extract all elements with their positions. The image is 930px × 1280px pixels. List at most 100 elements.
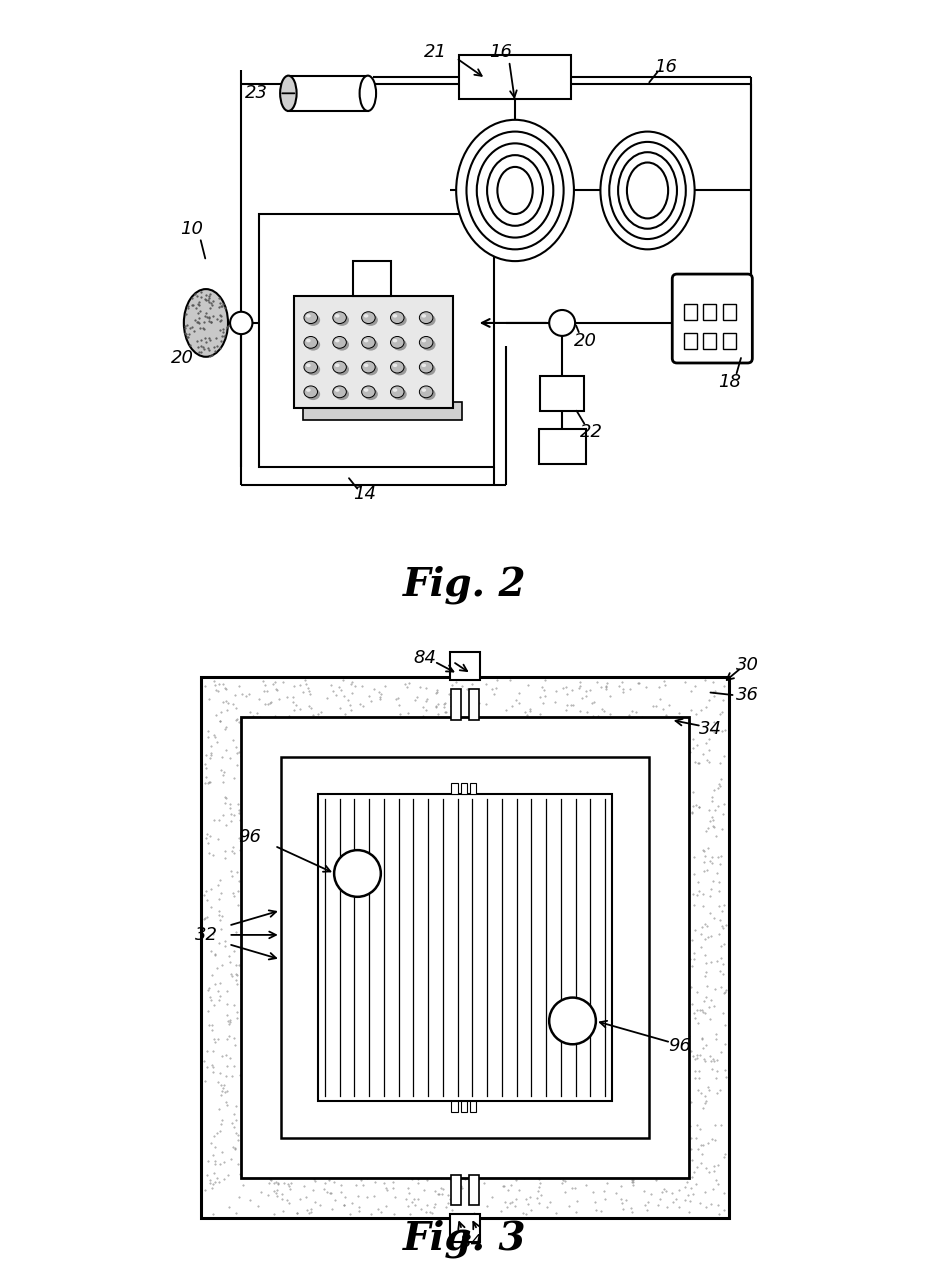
Bar [451, 1175, 460, 1206]
Ellipse shape [304, 387, 317, 398]
Ellipse shape [550, 310, 575, 335]
Ellipse shape [421, 364, 435, 375]
Ellipse shape [280, 76, 297, 111]
Ellipse shape [304, 337, 317, 348]
Bar [684, 303, 697, 320]
Ellipse shape [419, 312, 432, 324]
Ellipse shape [333, 337, 346, 348]
Bar [459, 55, 571, 99]
Ellipse shape [335, 364, 339, 367]
Text: 16: 16 [489, 44, 512, 61]
Bar [449, 1215, 481, 1242]
Ellipse shape [362, 387, 375, 398]
Ellipse shape [550, 997, 596, 1044]
Ellipse shape [333, 361, 346, 372]
Ellipse shape [419, 361, 432, 372]
Ellipse shape [335, 314, 339, 317]
Ellipse shape [362, 312, 375, 324]
Ellipse shape [421, 339, 435, 351]
Bar [451, 1101, 458, 1112]
Text: 23: 23 [245, 84, 268, 102]
Ellipse shape [364, 314, 368, 317]
Bar [451, 782, 458, 794]
Bar [703, 333, 716, 349]
Ellipse shape [391, 312, 404, 324]
Text: 84: 84 [414, 649, 436, 667]
Ellipse shape [609, 142, 685, 239]
Ellipse shape [306, 314, 320, 326]
Text: 18: 18 [719, 372, 741, 390]
Text: Fig. 3: Fig. 3 [404, 1220, 526, 1258]
Ellipse shape [184, 289, 228, 357]
Ellipse shape [457, 120, 574, 261]
Text: 16: 16 [654, 58, 677, 76]
FancyBboxPatch shape [672, 274, 752, 364]
Ellipse shape [333, 387, 346, 398]
Ellipse shape [467, 132, 564, 250]
Text: 20: 20 [574, 332, 597, 349]
Bar [294, 297, 453, 408]
Bar [703, 303, 716, 320]
Ellipse shape [334, 850, 380, 897]
Text: 96: 96 [238, 828, 261, 846]
Bar [288, 76, 368, 111]
Ellipse shape [392, 314, 397, 317]
Text: 30: 30 [737, 655, 759, 673]
Ellipse shape [362, 361, 375, 372]
Bar [723, 303, 736, 320]
Ellipse shape [601, 132, 695, 250]
Bar [540, 376, 584, 411]
Ellipse shape [306, 364, 311, 367]
Ellipse shape [421, 339, 426, 342]
Ellipse shape [335, 339, 339, 342]
Text: 36: 36 [737, 686, 759, 704]
Ellipse shape [487, 155, 543, 225]
Ellipse shape [391, 361, 404, 372]
Bar [460, 1101, 467, 1112]
Ellipse shape [335, 364, 349, 375]
Ellipse shape [333, 312, 346, 324]
Ellipse shape [306, 388, 320, 401]
Ellipse shape [335, 314, 349, 326]
Bar [684, 333, 697, 349]
Ellipse shape [419, 337, 432, 348]
Ellipse shape [477, 143, 553, 238]
Ellipse shape [364, 388, 378, 401]
Ellipse shape [304, 312, 317, 324]
Ellipse shape [364, 314, 378, 326]
Ellipse shape [306, 388, 311, 392]
Text: 22: 22 [580, 422, 603, 440]
Ellipse shape [392, 388, 406, 401]
Ellipse shape [392, 314, 406, 326]
Text: 32: 32 [195, 925, 219, 943]
Bar [303, 402, 462, 420]
Ellipse shape [421, 388, 426, 392]
Ellipse shape [421, 314, 426, 317]
Bar [201, 677, 729, 1217]
Ellipse shape [364, 339, 368, 342]
Ellipse shape [306, 339, 320, 351]
Ellipse shape [360, 76, 376, 111]
Ellipse shape [306, 314, 311, 317]
Text: Fig. 2: Fig. 2 [404, 566, 526, 604]
Bar [470, 689, 479, 719]
Ellipse shape [364, 364, 378, 375]
Ellipse shape [364, 364, 368, 367]
Ellipse shape [392, 339, 397, 342]
Text: 96: 96 [669, 1037, 692, 1055]
Bar [470, 1101, 476, 1112]
Ellipse shape [304, 361, 317, 372]
Ellipse shape [627, 163, 668, 219]
Text: 34: 34 [699, 721, 723, 739]
Ellipse shape [498, 166, 533, 214]
Bar [241, 717, 689, 1178]
Bar [470, 782, 476, 794]
Ellipse shape [391, 337, 404, 348]
Ellipse shape [230, 312, 252, 334]
Text: 14: 14 [353, 485, 377, 503]
Ellipse shape [392, 364, 397, 367]
Ellipse shape [618, 152, 677, 229]
Ellipse shape [306, 364, 320, 375]
Bar [259, 214, 495, 467]
Ellipse shape [391, 387, 404, 398]
